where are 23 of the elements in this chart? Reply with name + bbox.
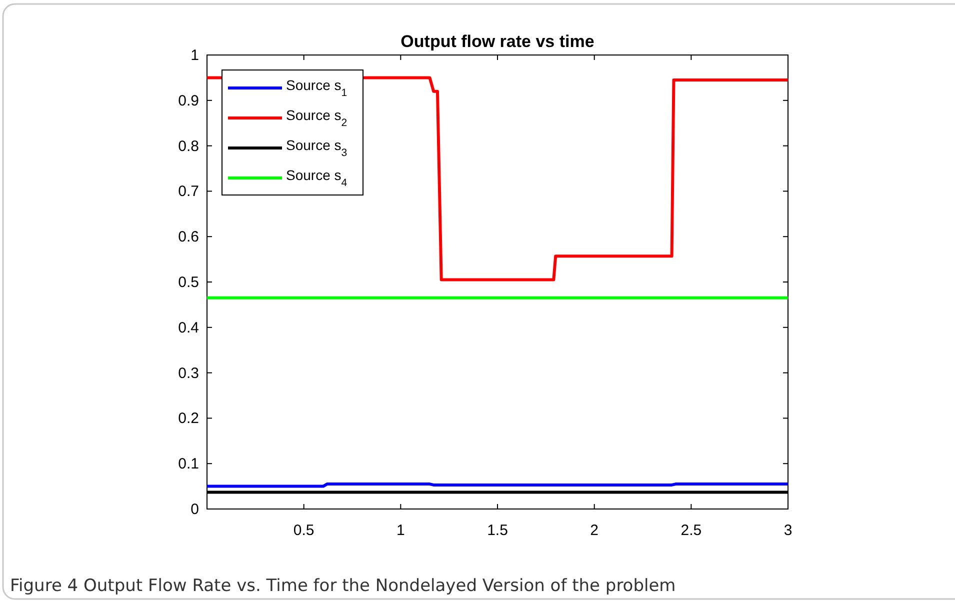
x-tick-label: 1.5	[487, 522, 508, 539]
y-tick-label: 0.9	[178, 92, 199, 110]
legend-label: Source s$_{2}$	[286, 107, 348, 129]
x-tick-label: 2	[590, 522, 599, 539]
y-tick-label: 0.7	[178, 183, 199, 200]
legend-label: Source s$_{4}$	[286, 167, 348, 189]
legend-label: Source s$_{3}$	[286, 137, 348, 159]
y-tick-label: 0.6	[178, 228, 199, 246]
x-tick-label: 3	[784, 522, 792, 539]
y-tick-label: 0.3	[178, 364, 199, 382]
y-tick-label: 1	[190, 47, 199, 64]
caption: Figure 4 Output Flow Rate vs. Time for the Nondelayed Version of the problem	[10, 576, 676, 596]
x-tick-label: 0.5	[293, 522, 314, 539]
x-tick-label: 2.5	[680, 522, 702, 539]
y-tick-label: 0.1	[178, 456, 199, 473]
y-tick-label: 0.5	[178, 274, 199, 291]
y-tick-label: 0.4	[178, 319, 199, 336]
x-tick-label: 1	[396, 522, 405, 539]
y-tick-label: 0.2	[178, 410, 199, 428]
y-tick-label: 0	[190, 501, 199, 518]
legend-label: Source s$_{1}$	[286, 77, 348, 99]
y-tick-label: 0.8	[178, 138, 199, 155]
chart-title: Output flow rate vs time	[400, 32, 594, 51]
